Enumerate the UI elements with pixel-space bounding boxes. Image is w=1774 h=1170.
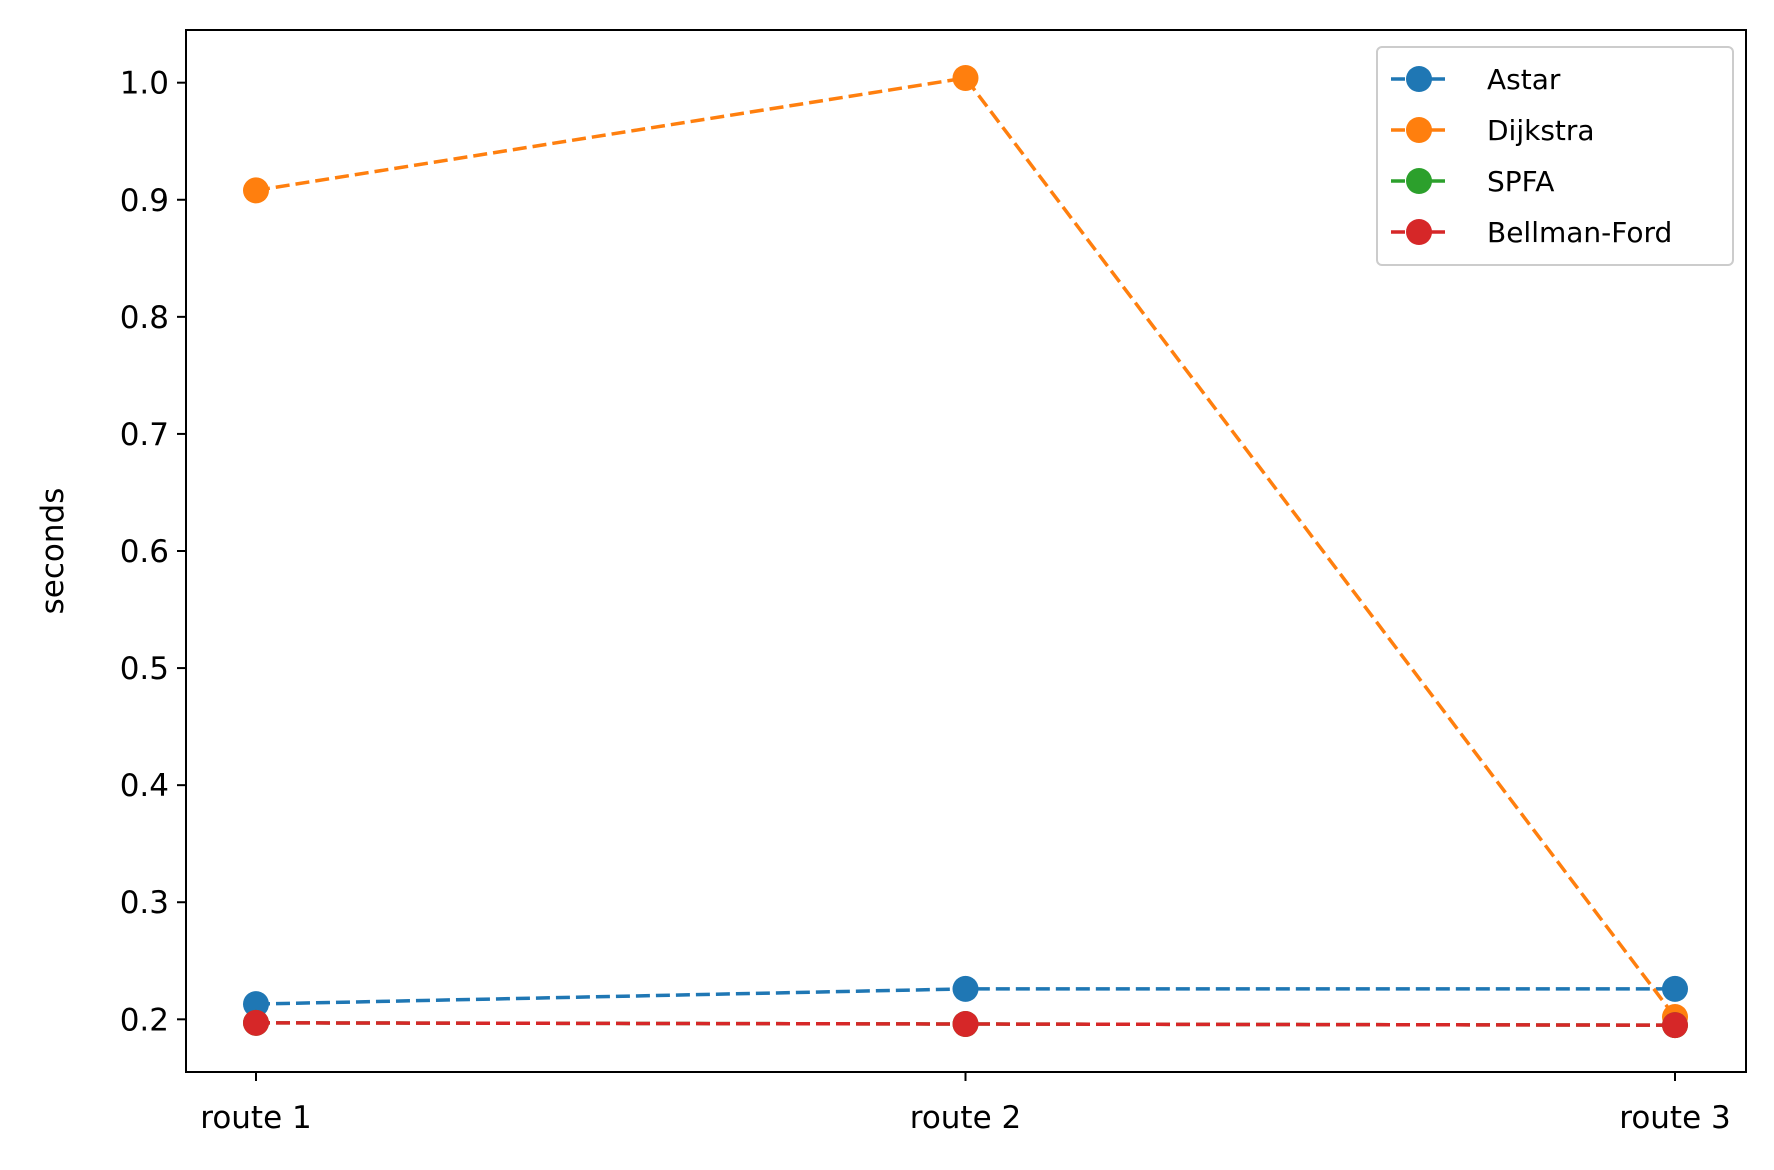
legend-label: Bellman-Ford	[1487, 216, 1672, 249]
x-tick-label: route 2	[910, 1100, 1021, 1136]
legend-label: SPFA	[1487, 165, 1554, 198]
legend-item: Astar	[1391, 63, 1561, 96]
y-tick-label: 0.9	[120, 183, 169, 219]
data-point	[1662, 975, 1688, 1002]
data-point	[243, 991, 269, 1018]
data-point	[952, 975, 979, 1002]
series-astar	[243, 975, 1688, 1018]
y-tick-label: 1.0	[120, 66, 169, 102]
data-point	[243, 177, 269, 204]
y-tick-label: 0.2	[120, 1002, 169, 1038]
data-point	[1662, 1012, 1688, 1039]
y-tick-label: 0.7	[120, 417, 169, 453]
series-layer	[243, 65, 1688, 1039]
x-tick-label: route 3	[1619, 1100, 1730, 1136]
y-tick-label: 0.6	[120, 534, 169, 570]
legend-marker	[1406, 168, 1432, 194]
legend: Astar Dijkstra SPFA Bellman-Ford	[1376, 46, 1734, 266]
y-tick-label: 0.3	[120, 885, 169, 921]
legend-marker	[1406, 66, 1432, 92]
data-point	[952, 65, 979, 92]
series-line	[255, 76, 1677, 1019]
legend-marker	[1406, 117, 1432, 143]
x-tick-label: route 1	[200, 1100, 311, 1136]
legend-item: Dijkstra	[1391, 114, 1595, 147]
legend-label: Astar	[1487, 63, 1561, 96]
legend-label: Dijkstra	[1487, 114, 1595, 147]
y-tick-label: 0.8	[120, 300, 169, 336]
legend-item: SPFA	[1391, 165, 1554, 198]
y-axis-label: seconds	[35, 488, 71, 615]
data-point	[952, 1010, 979, 1037]
y-tick-label: 0.5	[120, 651, 169, 687]
legend-marker	[1406, 219, 1432, 245]
data-point	[243, 1009, 269, 1036]
legend-item: Bellman-Ford	[1391, 216, 1672, 249]
legend-box	[1376, 46, 1734, 266]
x-axis: route 1 route 2 route 3	[200, 1072, 1731, 1136]
y-axis: 0.2 0.3 0.4 0.5 0.6 0.7 0.8 0.9 1.0	[120, 66, 186, 1038]
y-tick-label: 0.4	[120, 768, 169, 804]
series-bellman-ford	[243, 1009, 1688, 1039]
